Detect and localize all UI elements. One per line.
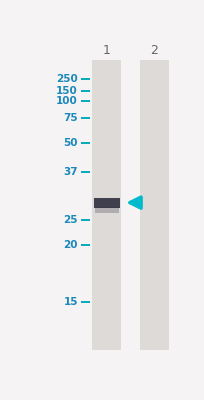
- Text: 25: 25: [63, 216, 78, 226]
- Bar: [139, 60, 168, 350]
- Text: 150: 150: [56, 86, 78, 96]
- Text: 50: 50: [63, 138, 78, 148]
- Bar: [94, 206, 119, 214]
- Text: 2: 2: [150, 44, 157, 57]
- Text: 37: 37: [63, 167, 78, 177]
- Bar: [93, 198, 120, 208]
- Bar: [92, 60, 120, 350]
- Text: 15: 15: [63, 297, 78, 307]
- Text: 100: 100: [56, 96, 78, 106]
- Text: 1: 1: [102, 44, 110, 57]
- Text: 75: 75: [63, 113, 78, 123]
- Text: 250: 250: [56, 74, 78, 84]
- Text: 20: 20: [63, 240, 78, 250]
